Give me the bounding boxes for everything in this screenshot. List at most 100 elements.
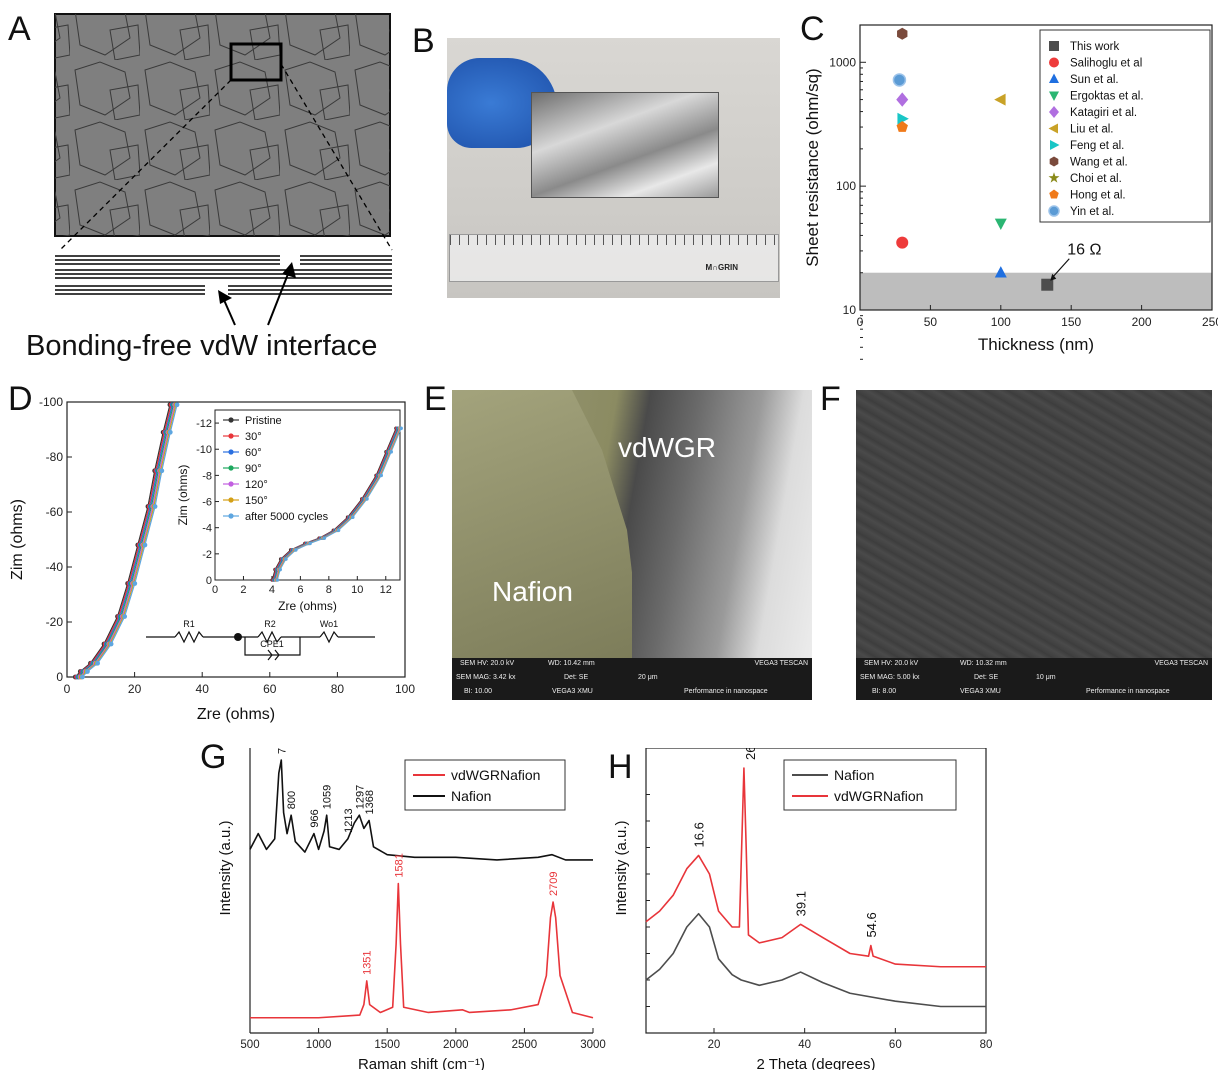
inset-data-point [278, 567, 282, 572]
info-det: Det: SE [974, 674, 999, 681]
inset-data-point [336, 528, 341, 533]
plot-frame [645, 748, 987, 1034]
inset-data-point [275, 578, 280, 582]
warburg-wo1 [319, 630, 339, 644]
x-tick-label: 80 [331, 682, 345, 696]
legend-marker [1050, 140, 1060, 150]
panel-letter-d: D [8, 380, 33, 418]
data-point [152, 504, 158, 509]
y-tick-label: -100 [39, 395, 63, 409]
peak-label: 966 [309, 809, 321, 827]
legend-marker [1049, 106, 1059, 118]
legend-marker [228, 465, 234, 471]
legend-marker [1048, 205, 1060, 217]
circuit-label: R1 [183, 619, 195, 629]
x-tick-label: 20 [708, 1039, 721, 1051]
inset-y-tick-label: -10 [196, 444, 212, 456]
info-scale: 10 μm [1036, 674, 1056, 681]
inset-x-tick-label: 10 [351, 584, 363, 596]
panel-letter-c: C [800, 10, 825, 48]
x-axis-label: 2 Theta (degrees) [757, 1056, 876, 1070]
legend-marker [228, 433, 234, 439]
panel-letter-e: E [424, 380, 447, 418]
legend-marker [1049, 189, 1059, 199]
data-point [167, 429, 173, 435]
data-point [142, 542, 148, 548]
legend-label: 90° [245, 463, 262, 475]
series-line [250, 882, 594, 1019]
y-tick-label: 1000 [829, 55, 856, 69]
inset-data-point [389, 450, 393, 454]
y-tick-label: -60 [46, 505, 64, 519]
series-line [249, 759, 593, 861]
legend-label: Salihoglu et al [1070, 58, 1142, 70]
circuit-label: Wo1 [320, 619, 338, 629]
series-line [76, 404, 172, 678]
data-point [896, 121, 908, 132]
x-axis-label: Zre (ohms) [197, 706, 275, 723]
legend-label: Feng et al. [1070, 140, 1124, 152]
y-axis-label: Zim (ohms) [9, 499, 26, 580]
x-tick-label: 500 [240, 1039, 259, 1051]
y-tick-label: 10 [843, 303, 857, 317]
legend-label: Sun et al. [1070, 74, 1119, 86]
x-tick-label: 0 [64, 682, 71, 696]
data-point [896, 236, 909, 249]
legend-marker [228, 449, 234, 455]
data-point [994, 218, 1007, 231]
info-brand: VEGA3 TESCAN [754, 660, 808, 667]
data-point [159, 468, 165, 474]
x-axis-label: Raman shift (cm⁻¹) [358, 1056, 485, 1070]
data-point [108, 641, 114, 647]
label-vdwgr: vdWGR [618, 432, 716, 463]
panel-f-sem: SEM HV: 20.0 kV WD: 10.32 mm VEGA3 TESCA… [856, 390, 1212, 700]
panel-letter-h: H [608, 748, 633, 786]
peak-label: 2709 [548, 872, 560, 896]
inset-y-tick-label: 0 [206, 575, 212, 587]
chart-h: 20 40 60 80 2 Theta (degrees) Intensity (a.u.… [613, 748, 992, 1070]
info-bi: BI: 10.00 [464, 688, 493, 695]
nafion-region [452, 390, 632, 658]
legend-label: Pristine [245, 415, 282, 427]
info-mag: SEM MAG: 5.00 kx [860, 674, 920, 681]
info-bi: BI: 8.00 [872, 688, 897, 695]
y-tick-label: 100 [836, 179, 856, 193]
legend-marker [1049, 156, 1059, 167]
legend-label: Yin et al. [1070, 206, 1114, 218]
peak-label: 1368 [364, 790, 376, 814]
peak-label: 728 [276, 748, 288, 754]
legend-label: Wang et al. [1070, 157, 1128, 169]
legend-label: Nafion [834, 767, 874, 783]
chart-g: 500 1000 1500 2000 2500 3000 Raman shift (cm⁻¹… [217, 748, 606, 1070]
info-scale: 20 μm [638, 674, 658, 681]
info-mag: SEM MAG: 3.42 kx [456, 674, 516, 681]
x-tick-label: 1500 [374, 1039, 400, 1051]
peak-label: 26.6 [743, 748, 758, 760]
y-axis-label: Sheet resistance (ohm/sq) [803, 68, 822, 266]
legend-marker [1048, 172, 1060, 183]
inset-series-line [276, 428, 402, 581]
graphene-film [531, 92, 719, 198]
inset-frame [214, 409, 401, 581]
legend-label: Ergoktas et al. [1070, 91, 1144, 103]
data-point [122, 614, 128, 619]
x-tick-label: 3000 [580, 1039, 606, 1051]
inset-data-point [365, 497, 369, 501]
legend-label: after 5000 cycles [245, 511, 329, 523]
series-line [645, 912, 986, 1008]
data-point [994, 266, 1007, 278]
annotation-arrow [1050, 258, 1070, 280]
circuit-label: R2 [264, 619, 276, 629]
inset-data-point [399, 426, 403, 431]
zoom-box [229, 42, 283, 82]
legend-label: Liu et al. [1070, 124, 1113, 136]
legend-marker [228, 497, 234, 503]
y-tick-label: -80 [46, 450, 64, 464]
x-tick-label: 200 [1132, 315, 1152, 329]
panel-letter-f: F [820, 380, 841, 418]
data-point [897, 112, 909, 125]
data-point [1041, 278, 1054, 291]
circuit-node [234, 633, 242, 641]
x-tick-label: 60 [889, 1039, 902, 1051]
